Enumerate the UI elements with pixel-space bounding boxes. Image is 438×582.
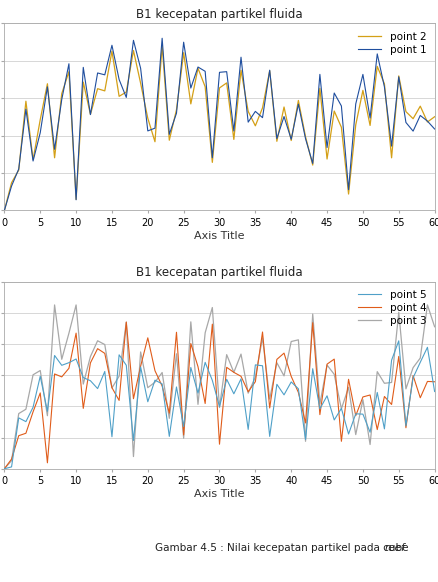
X-axis label: Axis Title: Axis Title [194,231,244,241]
point 5 [259,362,265,369]
point 3 [52,301,57,308]
point 5 [231,391,236,398]
point 3 [2,465,7,472]
X-axis label: Axis Title: Axis Title [194,489,244,499]
point 4 [102,350,107,357]
Title: B1 kecepatan partikel fluida: B1 kecepatan partikel fluida [136,8,302,21]
point 2 [159,42,164,49]
point 2 [102,87,107,94]
point 3 [381,380,386,387]
point 5 [431,388,436,395]
point 5 [102,368,107,375]
point 3 [238,350,243,357]
point 2 [152,139,157,146]
point 3 [109,385,114,392]
point 1 [2,207,7,214]
point 1 [88,111,93,118]
point 1 [159,35,164,42]
point 2 [431,113,436,120]
point 4 [124,318,129,325]
point 4 [431,378,436,385]
point 5 [152,377,157,384]
point 2 [238,67,243,74]
Line: point 1: point 1 [4,38,434,211]
Text: Gambar 4.5 : Nilai kecepatan partikel pada cube: Gambar 4.5 : Nilai kecepatan partikel pa… [155,542,411,553]
point 1 [431,126,436,133]
point 3 [431,323,436,330]
point 1 [266,67,272,74]
Legend: point 2, point 1: point 2, point 1 [354,29,428,58]
point 4 [2,465,7,472]
point 1 [102,72,107,79]
point 3 [159,369,164,376]
point 4 [238,373,243,380]
Title: B1 kecepatan partikel fluida: B1 kecepatan partikel fluida [136,266,302,279]
Line: point 4: point 4 [4,322,434,469]
point 1 [238,54,243,61]
point 5 [374,389,379,396]
point 3 [95,338,100,345]
point 4 [266,404,272,411]
point 4 [159,382,164,389]
point 2 [2,207,7,214]
point 5 [88,377,93,384]
Line: point 2: point 2 [4,46,434,211]
point 4 [88,359,93,366]
Text: reef: reef [384,542,405,553]
point 2 [88,111,93,118]
point 2 [381,80,386,87]
Legend: point 5, point 4, point 3: point 5, point 4, point 3 [354,287,428,329]
Line: point 3: point 3 [4,305,434,469]
point 3 [266,396,272,403]
point 5 [2,465,7,472]
point 2 [266,68,272,74]
point 5 [395,338,400,345]
point 4 [381,393,386,400]
Line: point 5: point 5 [4,341,434,469]
point 1 [381,83,386,90]
point 1 [152,125,157,132]
